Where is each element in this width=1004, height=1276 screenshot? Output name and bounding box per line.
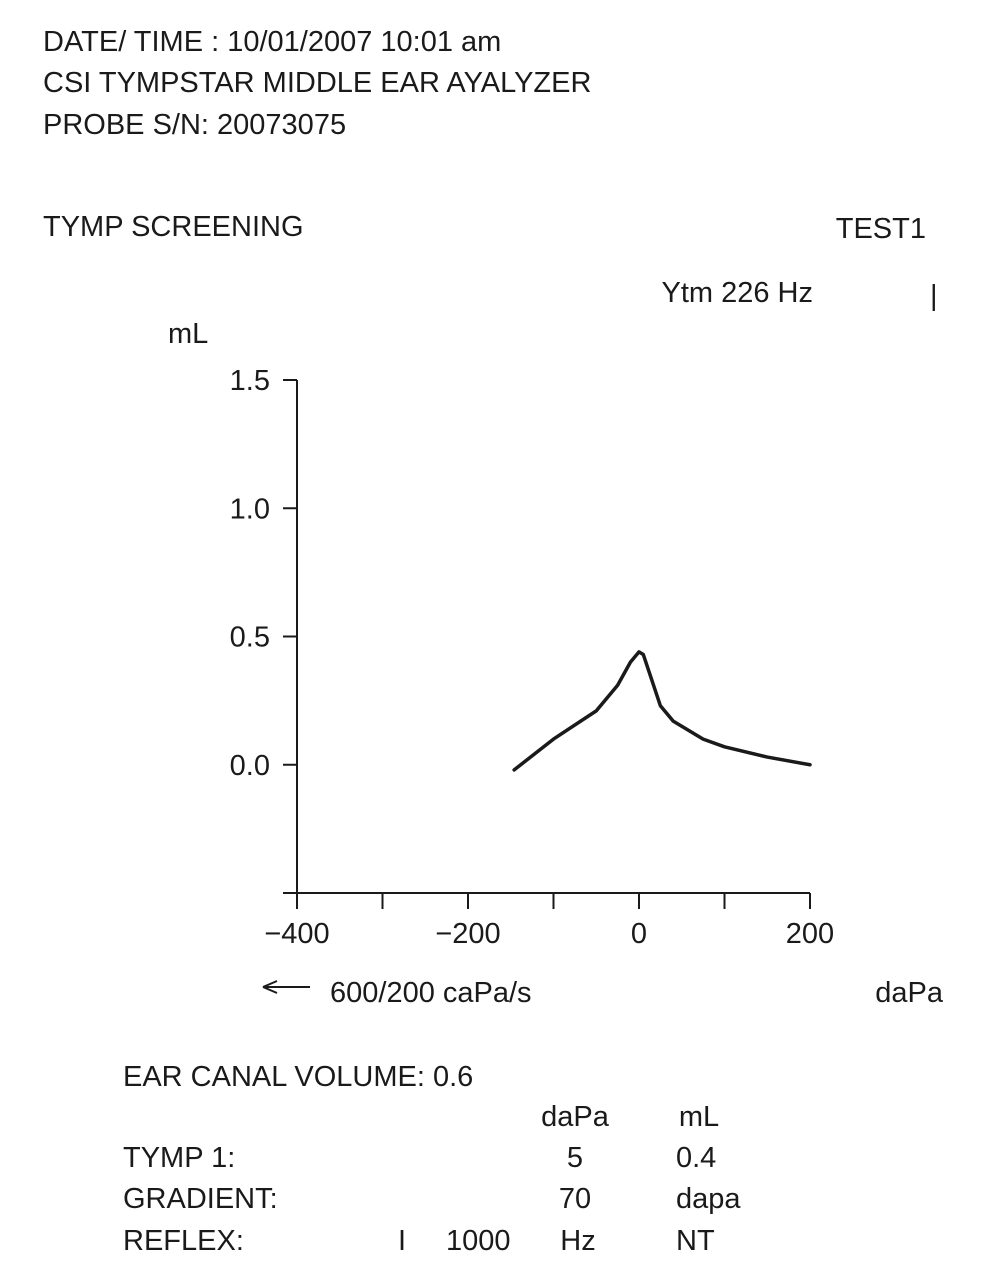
row-label: TYMP 1: bbox=[123, 1142, 235, 1174]
column-header: mL bbox=[679, 1101, 719, 1133]
ear-canal-volume: EAR CANAL VOLUME: 0.6 bbox=[123, 1061, 473, 1093]
x-tick-label: 200 bbox=[786, 918, 834, 950]
direction-arrow bbox=[262, 980, 310, 994]
cell: I bbox=[398, 1225, 406, 1257]
cell: dapa bbox=[676, 1183, 741, 1215]
cell: 0.4 bbox=[676, 1142, 716, 1174]
x-tick-label: 0 bbox=[631, 918, 647, 950]
marker: | bbox=[930, 280, 938, 312]
x-tick-label: −400 bbox=[264, 918, 329, 950]
probe: PROBE S/N: 20073075 bbox=[43, 109, 346, 141]
x-axis-label: daPa bbox=[875, 977, 944, 1009]
cell: NT bbox=[676, 1225, 715, 1257]
date-time: DATE/ TIME : 10/01/2007 10:01 am bbox=[43, 26, 501, 58]
screening-title: TYMP SCREENING bbox=[43, 211, 304, 243]
rate-label: 600/200 caPa/s bbox=[330, 977, 532, 1009]
cell: 70 bbox=[559, 1183, 591, 1215]
y-tick-label: 0.0 bbox=[230, 750, 270, 782]
cell: 1000 bbox=[446, 1225, 511, 1257]
y-tick-label: 1.0 bbox=[230, 493, 270, 525]
device: CSI TYMPSTAR MIDDLE EAR AYALYZER bbox=[43, 67, 591, 99]
x-tick-label: −200 bbox=[435, 918, 500, 950]
y-axis-label: mL bbox=[168, 318, 208, 350]
cell: 5 bbox=[567, 1142, 583, 1174]
y-tick-label: 0.5 bbox=[230, 622, 270, 654]
chart-subtitle: Ytm 226 Hz bbox=[662, 277, 814, 309]
test-label: TEST1 bbox=[836, 213, 926, 245]
row-label: REFLEX: bbox=[123, 1225, 244, 1257]
row-label: GRADIENT: bbox=[123, 1183, 278, 1215]
y-tick-label: 1.5 bbox=[230, 365, 270, 397]
cell: Hz bbox=[560, 1225, 595, 1257]
column-header: daPa bbox=[541, 1101, 610, 1133]
tympanogram-curve bbox=[512, 650, 812, 772]
